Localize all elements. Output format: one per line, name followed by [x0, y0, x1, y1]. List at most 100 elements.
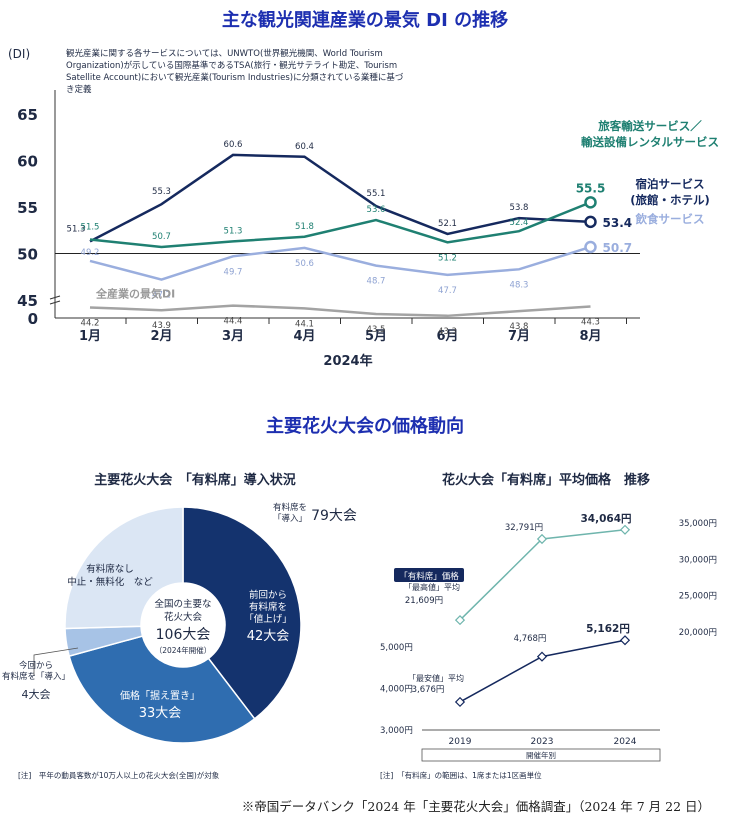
data-label: 51.3	[224, 226, 243, 236]
data-label: 5,162円	[586, 623, 630, 635]
price-line-chart: 花火大会「有料席」平均価格 推移 20,000円 25,000円 30,000円 35,…	[380, 472, 717, 780]
callout-line	[33, 647, 79, 676]
series-marker	[454, 614, 466, 626]
data-label: 53.8	[510, 203, 529, 213]
series-line-low	[459, 639, 626, 703]
series-marker	[619, 635, 631, 646]
series-line-2	[89, 245, 591, 281]
slice-label: 「値上げ」	[244, 613, 292, 625]
legend-label: 全産業の景気DI	[95, 286, 175, 300]
legend-label: (旅館・ホテル)	[630, 193, 710, 207]
x-axis-title: 開催年別	[526, 750, 556, 760]
data-label: 49.7	[224, 267, 243, 277]
left-tick-label: 5,000円	[380, 643, 413, 653]
x-tick-label: 1月	[79, 329, 101, 344]
y-tick-label: 65	[17, 106, 38, 124]
pie-center-value: 106大会	[156, 627, 211, 643]
data-label: 50.7	[152, 232, 171, 242]
x-axis-title: 2024年	[323, 353, 372, 369]
top-chart-title: 主な観光関連産業の景気 DI の推移	[221, 10, 509, 31]
series-line-0	[89, 153, 591, 243]
data-label: 44.1	[295, 319, 314, 329]
series-marker	[536, 651, 548, 662]
x-tick-label: 5月	[365, 329, 387, 344]
pie-footnote: [注] 平年の動員客数が10万人以上の花火大会(全国)が対象	[18, 770, 220, 780]
x-tick-label: 8月	[579, 329, 601, 344]
callout-value: 79大会	[311, 508, 357, 524]
slice-value: 42大会	[247, 629, 290, 644]
data-label: 43.8	[510, 322, 529, 332]
legend-label: 旅客輸送サービス／	[598, 119, 702, 133]
data-label: 52.4	[510, 218, 529, 228]
bottom-section-title: 主要花火大会の価格動向	[266, 416, 464, 437]
y-tick-label: 45	[17, 292, 38, 310]
pie-center-label: 花火大会	[164, 611, 203, 623]
slice-label: 今回から	[19, 660, 53, 671]
x-tick-label: 2019	[449, 737, 472, 747]
pie-slice	[68, 635, 256, 744]
series-line-3	[89, 304, 591, 318]
data-label: 51.2	[438, 253, 457, 263]
data-label: 55.3	[152, 187, 171, 197]
series-name-label: 「最安値」平均	[408, 673, 464, 683]
data-label: 47.2	[152, 291, 171, 301]
data-label: 49.2	[81, 248, 100, 258]
right-tick-label: 25,000円	[679, 592, 717, 602]
tsa-note: 観光産業に関する各サービスについては、UNWTO(世界観光機関、World To…	[66, 49, 404, 95]
series-name-label: 「最高値」平均	[404, 582, 460, 592]
data-label: 60.4	[295, 142, 314, 152]
data-label: 50.6	[295, 259, 314, 269]
legend-label: 輸送設備レンタルサービス	[581, 135, 719, 149]
source-note: ※帝国データバンク「2024 年「主要花火大会」価格調査」（2024 年 7 月…	[241, 799, 710, 814]
end-value-label: 50.7	[603, 241, 633, 255]
badge-box	[394, 568, 464, 582]
data-label: 34,064円	[580, 513, 631, 525]
pie-center-sub: （2024年開催）	[155, 645, 212, 655]
x-tick-label: 7月	[508, 329, 530, 344]
series-line-1	[89, 201, 591, 249]
right-tick-label: 35,000円	[679, 519, 717, 529]
data-label: 51.8	[295, 222, 314, 232]
y-tick-label: 60	[17, 153, 38, 171]
x-tick-label: 3月	[222, 329, 244, 344]
slice-label: 前回から	[249, 589, 287, 601]
y-tick-label: 0	[28, 310, 38, 328]
axis-break-mark	[49, 300, 61, 305]
right-tick-label: 20,000円	[679, 628, 717, 638]
data-label: 51.5	[81, 223, 100, 233]
right-tick-label: 30,000円	[679, 555, 717, 565]
data-label: 47.7	[438, 286, 457, 296]
data-label: 3,676円	[412, 685, 445, 695]
slice-label: 中止・無料化 など	[67, 576, 153, 588]
data-label: 43.9	[152, 321, 171, 331]
slice-label: 有料席を	[249, 601, 287, 613]
y-tick-label: 55	[17, 199, 38, 217]
data-label: 44.3	[581, 318, 600, 328]
badge-label: 「有料席」価格	[399, 571, 459, 582]
callout-label: 有料席を	[273, 502, 307, 513]
y-tick-label: 50	[17, 246, 38, 264]
series-marker	[619, 524, 631, 535]
end-value-label: 53.4	[603, 216, 633, 230]
data-label: 55.1	[367, 189, 386, 199]
slice-value: 4大会	[22, 687, 51, 701]
di-line-chart: (DI) 65 60 55 50 450 1月 2月 3月 4月 5月 6月 7月 8月 2024年 51.3…	[8, 47, 719, 369]
slice-label: 有料席を「導入」	[2, 671, 70, 682]
data-label: 44.2	[81, 318, 100, 328]
pie-center-label: 全国の主要な	[154, 598, 211, 610]
legend-label: 飲食サービス	[635, 212, 705, 226]
callout-label: 「導入」	[273, 513, 307, 524]
data-label: 32,791円	[505, 523, 543, 533]
price-footnote: [注] 「有料席」の範囲は、1席または1区画単位	[380, 770, 542, 780]
data-label: 21,609円	[405, 596, 443, 606]
slice-label: 価格「据え置き」	[120, 689, 200, 702]
pie-slice	[64, 506, 184, 630]
series-end-marker	[584, 240, 597, 254]
x-tick-label: 2024	[614, 737, 637, 747]
slice-value: 33大会	[139, 706, 182, 721]
x-axis-title-box	[421, 748, 661, 762]
left-tick-label: 3,000円	[380, 726, 413, 736]
data-label: 48.3	[510, 280, 529, 290]
data-label: 60.6	[224, 140, 243, 150]
legend-label: 宿泊サービス	[636, 177, 705, 191]
